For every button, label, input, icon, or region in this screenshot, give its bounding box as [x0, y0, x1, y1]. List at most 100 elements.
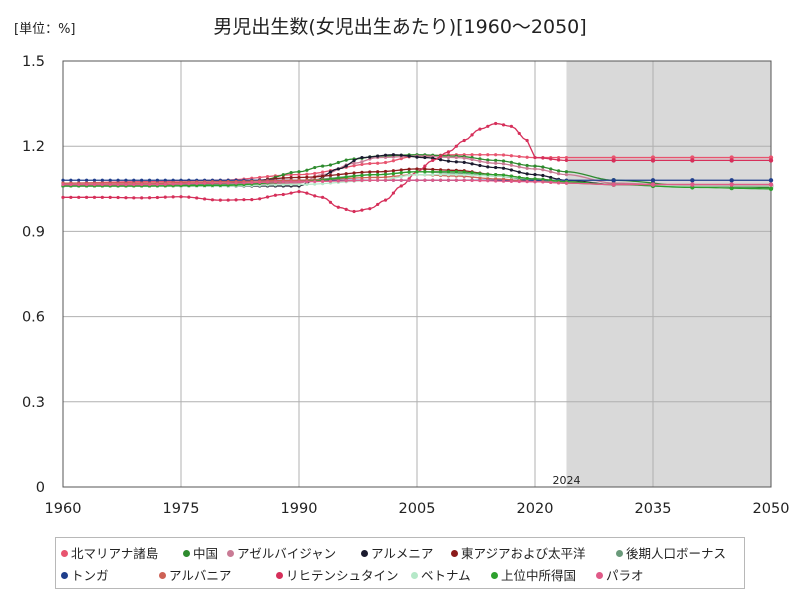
data-point: [525, 180, 529, 184]
data-point: [478, 176, 482, 180]
data-point: [336, 167, 340, 171]
data-point: [525, 176, 529, 181]
legend-item: パラオ: [596, 565, 644, 584]
data-point: [265, 195, 270, 199]
data-point: [195, 196, 199, 200]
forecast-shade: [566, 61, 771, 487]
legend-marker: [491, 572, 498, 579]
data-point: [557, 181, 561, 185]
data-point: [218, 198, 222, 202]
data-point: [517, 162, 521, 166]
legend-item: 上位中所得国: [491, 565, 576, 584]
data-point: [383, 169, 388, 174]
x-tick-label: 2005: [399, 501, 436, 517]
data-point: [258, 180, 262, 185]
data-point: [132, 182, 136, 187]
data-point: [289, 180, 293, 184]
data-point: [525, 163, 529, 168]
data-point: [360, 178, 364, 183]
data-point: [525, 155, 529, 159]
data-point: [509, 174, 513, 178]
data-point: [85, 182, 89, 187]
data-point: [100, 182, 104, 187]
data-point: [383, 172, 388, 176]
legend-marker: [596, 572, 603, 579]
data-point: [478, 127, 482, 131]
data-point: [729, 178, 734, 183]
data-point: [486, 179, 490, 183]
data-point: [431, 167, 435, 172]
data-point: [289, 171, 293, 175]
data-point: [768, 158, 774, 163]
data-point: [517, 165, 521, 169]
forecast-label: 2024: [552, 474, 580, 487]
data-point: [690, 182, 695, 187]
data-point: [265, 174, 270, 179]
data-point: [462, 160, 466, 165]
chart-legend: 北マリアナ諸島 中国 アゼルバイジャン アルメニア 東アジアおよび太平洋 後期人口ボーナス…: [55, 537, 745, 589]
data-point: [108, 178, 112, 182]
data-point: [423, 170, 427, 174]
data-point: [297, 175, 301, 180]
data-point: [140, 178, 144, 182]
data-point: [328, 163, 333, 167]
data-point: [454, 173, 458, 177]
data-point: [525, 172, 529, 176]
data-point: [336, 160, 340, 165]
data-point: [258, 197, 262, 201]
data-point: [328, 173, 333, 178]
data-point: [383, 178, 388, 182]
legend-item: アルメニア: [361, 543, 433, 562]
data-point: [399, 153, 403, 157]
data-point: [415, 170, 419, 174]
data-point: [509, 168, 513, 172]
data-point: [399, 174, 403, 179]
data-point: [140, 196, 144, 200]
data-point: [557, 158, 561, 162]
data-point: [210, 183, 215, 188]
data-point: [462, 138, 466, 143]
data-point: [494, 173, 498, 177]
data-point: [383, 155, 388, 160]
legend-label: アゼルバイジャン: [237, 546, 337, 561]
data-point: [336, 173, 340, 177]
data-point: [690, 158, 695, 163]
legend-marker: [361, 550, 368, 557]
legend-label: アルバニア: [169, 568, 232, 583]
data-point: [313, 171, 317, 176]
plot-frame: [62, 60, 772, 488]
data-point: [383, 175, 388, 179]
data-point: [399, 168, 403, 172]
data-point: [281, 180, 285, 184]
data-point: [305, 180, 309, 184]
data-point: [376, 178, 380, 182]
data-point: [431, 173, 435, 177]
data-point: [399, 178, 403, 182]
legend-marker: [183, 550, 190, 557]
data-point: [541, 177, 545, 181]
data-point: [305, 168, 309, 172]
data-point: [258, 175, 262, 180]
data-point: [336, 205, 340, 209]
data-point: [470, 173, 474, 177]
data-point: [100, 178, 104, 182]
data-point: [517, 131, 521, 136]
legend-label: 後期人口ボーナス: [626, 546, 727, 561]
data-point: [226, 198, 230, 202]
data-point: [155, 195, 159, 200]
data-point: [265, 180, 270, 184]
data-point: [564, 170, 569, 174]
data-point: [501, 159, 506, 163]
data-point: [297, 173, 301, 177]
data-point: [344, 172, 348, 176]
data-point: [336, 176, 340, 180]
data-point: [470, 162, 474, 166]
data-point: [462, 173, 466, 177]
x-tick-label: 2020: [517, 501, 554, 517]
data-point: [423, 164, 427, 168]
data-point: [360, 176, 364, 180]
data-point: [360, 170, 364, 174]
data-point: [391, 155, 395, 159]
data-point: [454, 170, 458, 174]
data-point: [391, 169, 395, 173]
